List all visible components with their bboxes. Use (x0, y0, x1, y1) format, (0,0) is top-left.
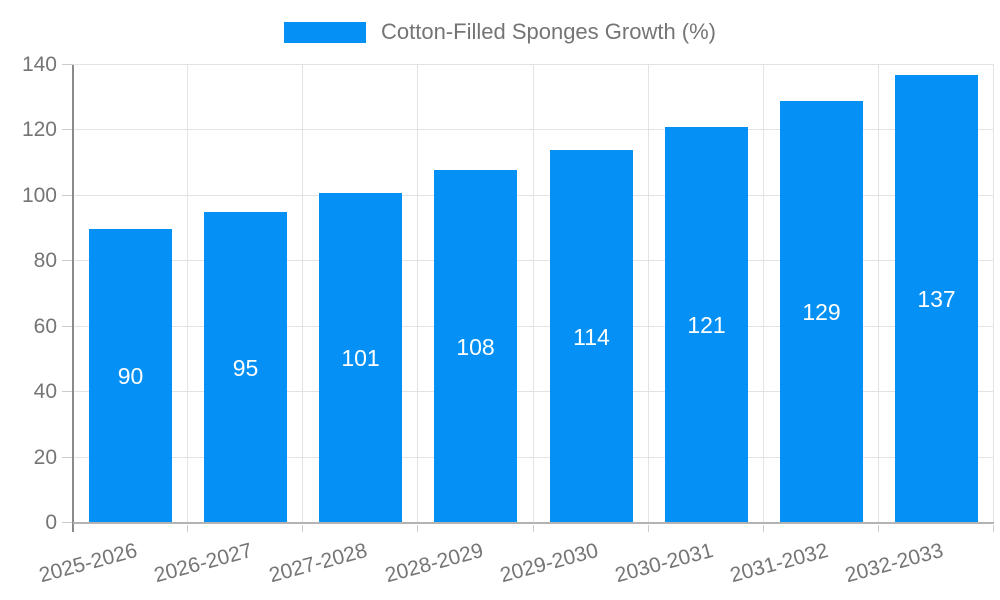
bar (319, 193, 402, 523)
gridline-vertical (877, 65, 879, 523)
bar (550, 150, 633, 523)
bar-value-label: 90 (117, 363, 144, 389)
gridline-vertical (532, 65, 534, 523)
x-axis-tick (762, 525, 764, 532)
bar (89, 229, 172, 523)
x-tick-label: 2029-2030 (497, 538, 601, 588)
gridline-vertical (647, 65, 649, 523)
chart-legend: Cotton-Filled Sponges Growth (%) (0, 17, 1000, 47)
y-axis-tick (62, 260, 73, 262)
bar-value-label: 114 (573, 324, 610, 350)
x-axis-baseline (73, 522, 994, 524)
gridline-vertical (762, 65, 764, 523)
gridline-vertical (993, 65, 994, 523)
x-tick-label: 2031-2032 (727, 538, 831, 588)
legend-color-swatch (283, 21, 366, 43)
x-tick-label: 2032-2033 (842, 538, 946, 588)
y-tick-label: 100 (21, 183, 57, 207)
bar (895, 75, 978, 523)
y-axis-tick (62, 194, 73, 196)
bar (434, 170, 517, 523)
gridline-horizontal (73, 456, 994, 458)
gridline-vertical (417, 65, 419, 523)
y-axis-tick (62, 64, 73, 65)
gridline-horizontal (73, 129, 994, 131)
bar (204, 212, 287, 523)
y-axis-line (72, 65, 74, 532)
x-axis-tick (993, 525, 994, 532)
y-axis-tick (62, 522, 73, 523)
x-tick-label: 2027-2028 (267, 538, 371, 588)
y-axis-tick (62, 129, 73, 131)
x-tick-label: 2025-2026 (36, 538, 140, 588)
gridline-horizontal (73, 325, 994, 327)
bar-value-label: 101 (341, 345, 380, 371)
x-axis-tick (417, 525, 419, 532)
gridline-vertical (302, 65, 304, 523)
y-axis-tick (62, 391, 73, 393)
x-tick-label: 2026-2027 (151, 538, 255, 588)
x-axis-tick (877, 525, 879, 532)
x-axis-tick (302, 525, 304, 532)
bar-value-label: 95 (232, 355, 259, 381)
legend-series-label: Cotton-Filled Sponges Growth (%) (380, 19, 717, 44)
y-axis-tick (62, 456, 73, 458)
y-tick-label: 40 (33, 380, 57, 404)
y-tick-label: 80 (33, 249, 57, 273)
y-axis-tick (62, 325, 73, 327)
x-axis-tick (647, 525, 649, 532)
bar (665, 127, 748, 523)
y-tick-label: 120 (21, 118, 57, 142)
gridline-vertical (187, 65, 189, 523)
gridline-horizontal (73, 260, 994, 262)
y-tick-label: 20 (33, 445, 57, 469)
y-tick-label: 0 (45, 511, 57, 534)
gridline-horizontal (73, 391, 994, 393)
gridline-horizontal (73, 194, 994, 196)
bar (780, 101, 863, 523)
bar-value-label: 137 (917, 286, 956, 312)
y-tick-label: 60 (33, 314, 57, 338)
x-tick-label: 2028-2029 (382, 538, 486, 588)
x-axis-tick (532, 525, 534, 532)
y-tick-label: 140 (21, 53, 57, 76)
x-tick-label: 2030-2031 (612, 538, 716, 588)
bar-value-label: 121 (687, 312, 726, 338)
x-axis-tick (187, 525, 189, 532)
bar-value-label: 129 (802, 299, 841, 325)
gridline-horizontal (73, 64, 994, 65)
bar-value-label: 108 (456, 334, 495, 360)
